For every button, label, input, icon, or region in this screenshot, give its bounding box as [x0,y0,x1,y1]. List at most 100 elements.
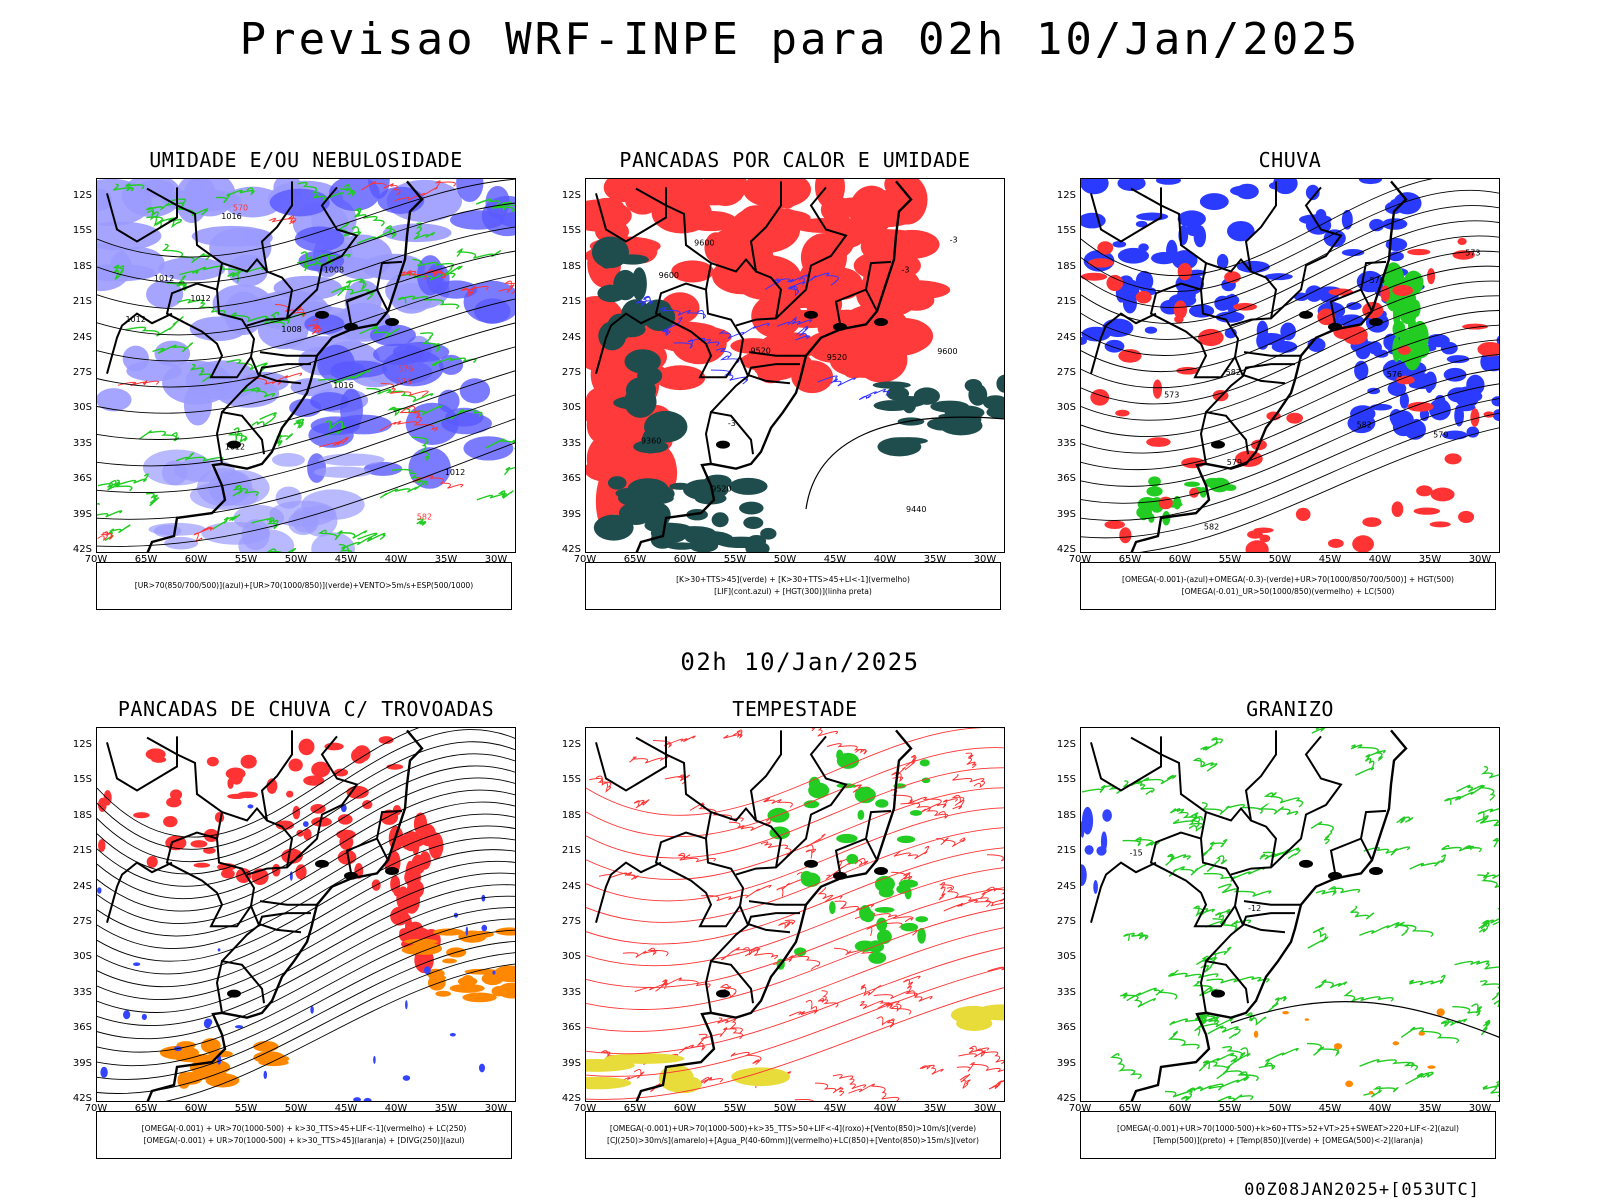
lat-tick-label: 12S [1056,190,1076,201]
country-border [1329,288,1373,330]
lake [315,310,329,319]
legend-line: [OMEGA(-0.001)-(azul)+OMEGA(-0.3)-(verde… [1122,575,1454,584]
country-border [165,282,252,379]
legend-line: [OMEGA(-0.001)+UR>70(1000-500)+k>35_TTS>… [609,1124,977,1133]
panel-legend: [OMEGA(-0.001)+UR>70(1000-500)+k>60+TTS>… [1080,1111,1496,1159]
lat-tick-label: 18S [1056,809,1076,821]
lat-tick-label: 30S [1056,402,1076,414]
map-drawing: 9600 9600 9520 9440 9360 9600 9520 9520 -3 -3 -3 [586,179,1004,552]
country-border [1243,900,1301,906]
lon-tick-label: 40W [873,554,897,565]
country-border [260,730,293,821]
lat-tick-label: 27S [72,367,92,378]
lat-tick-label: 36S [72,473,92,485]
lon-tick-label: 70W [84,554,108,565]
coastline [635,180,913,552]
country-border [747,363,800,377]
country-border [749,181,782,272]
lon-tick-label: 35W [923,554,947,565]
lon-tick-label: 55W [234,1103,258,1114]
contour-label: 576 [396,378,411,387]
country-border [246,735,359,876]
lake [227,440,241,449]
lake [1299,310,1313,319]
country-border [259,351,317,357]
lat-tick-label: 36S [1056,1022,1076,1034]
lake [804,859,818,868]
lon-tick-label: 35W [923,1103,947,1114]
lat-tick-label: 18S [561,260,581,272]
lon-tick-label: 60W [1168,554,1192,565]
lon-tick-label: 45W [334,1103,358,1114]
lake [385,867,399,876]
contour-label: 9600 [937,347,957,356]
lake [344,322,358,331]
legend-line: [OMEGA(-0.01)_UR>50(1000/850)(vermelho) … [1181,587,1395,596]
lon-tick-label: 50W [773,554,797,565]
country-border [1243,351,1301,357]
lat-tick-label: 15S [72,225,92,237]
country-border [376,809,403,839]
contour-label: 1008 [324,266,344,275]
map-panel: 582 582 582 579 579 576 573 573 576 [1080,178,1500,553]
lon-tick-label: 35W [434,1103,458,1114]
lon-tick-label: 35W [434,554,458,565]
contour-label: -15 [1130,849,1143,858]
country-border [376,260,403,290]
lon-tick-label: 55W [1218,554,1242,565]
lat-tick-label: 21S [72,296,92,308]
coastline [146,180,424,552]
map-panel: -12 -15 [1080,727,1500,1102]
lat-tick-label: 33S [72,437,92,449]
contour-label: -12 [1248,904,1261,913]
panel-legend: [OMEGA(-0.001)+UR>70(1000-500)+k>35_TTS>… [585,1111,1001,1159]
lat-tick-label: 24S [561,331,581,343]
lon-tick-label: 40W [384,554,408,565]
country-border [595,312,662,374]
country-border [345,288,389,330]
lat-tick-label: 12S [1056,739,1076,750]
country-border [258,363,311,377]
lat-tick-label: 33S [1056,437,1076,449]
contour-label: 582 [1357,420,1372,429]
map-drawing [97,728,515,1101]
contour-label: 576 [1387,370,1402,379]
lon-tick-label: 45W [823,554,847,565]
lon-tick-label: 50W [773,1103,797,1114]
country-border [345,837,389,879]
country-border [704,411,754,465]
contour-label: 9600 [659,271,679,280]
lon-tick-label: 40W [384,1103,408,1114]
country-border [1360,809,1387,839]
lon-tick-label: 60W [1168,1103,1192,1114]
lon-tick-label: 30W [484,554,508,565]
lon-tick-label: 35W [1418,1103,1442,1114]
lon-tick-label: 70W [573,554,597,565]
country-border [106,312,173,374]
lat-tick-label: 39S [561,1057,581,1069]
lat-tick-label: 21S [561,845,581,857]
lat-tick-label: 21S [561,296,581,308]
lat-tick-label: 24S [1056,880,1076,892]
lake [874,318,888,327]
country-border [246,186,359,327]
contour-label: 1012 [445,468,465,477]
lake [1328,322,1342,331]
lon-tick-label: 70W [1068,554,1092,565]
country-border [1242,363,1295,377]
contour-label: 579 [1433,430,1448,439]
lon-tick-label: 60W [184,554,208,565]
panel-legend: [OMEGA(-0.001) + UR>70(1000-500) + k>30_… [96,1111,512,1159]
lon-tick-label: 65W [134,1103,158,1114]
contour-label: 1012 [154,274,174,283]
lon-tick-label: 70W [84,1103,108,1114]
contour-label: 9520 [751,346,771,355]
panel-title: PANCADAS POR CALOR E UMIDADE [619,148,971,172]
coastline [635,729,913,1101]
coastline [1130,180,1408,552]
lat-tick-label: 15S [1056,774,1076,786]
lake [227,989,241,998]
legend-line: [CJ(250)>30m/s](amarelo)+[Agua_P(40-60mm… [607,1136,979,1145]
contour-label: 582 [417,513,432,522]
lat-tick-label: 36S [561,1022,581,1034]
